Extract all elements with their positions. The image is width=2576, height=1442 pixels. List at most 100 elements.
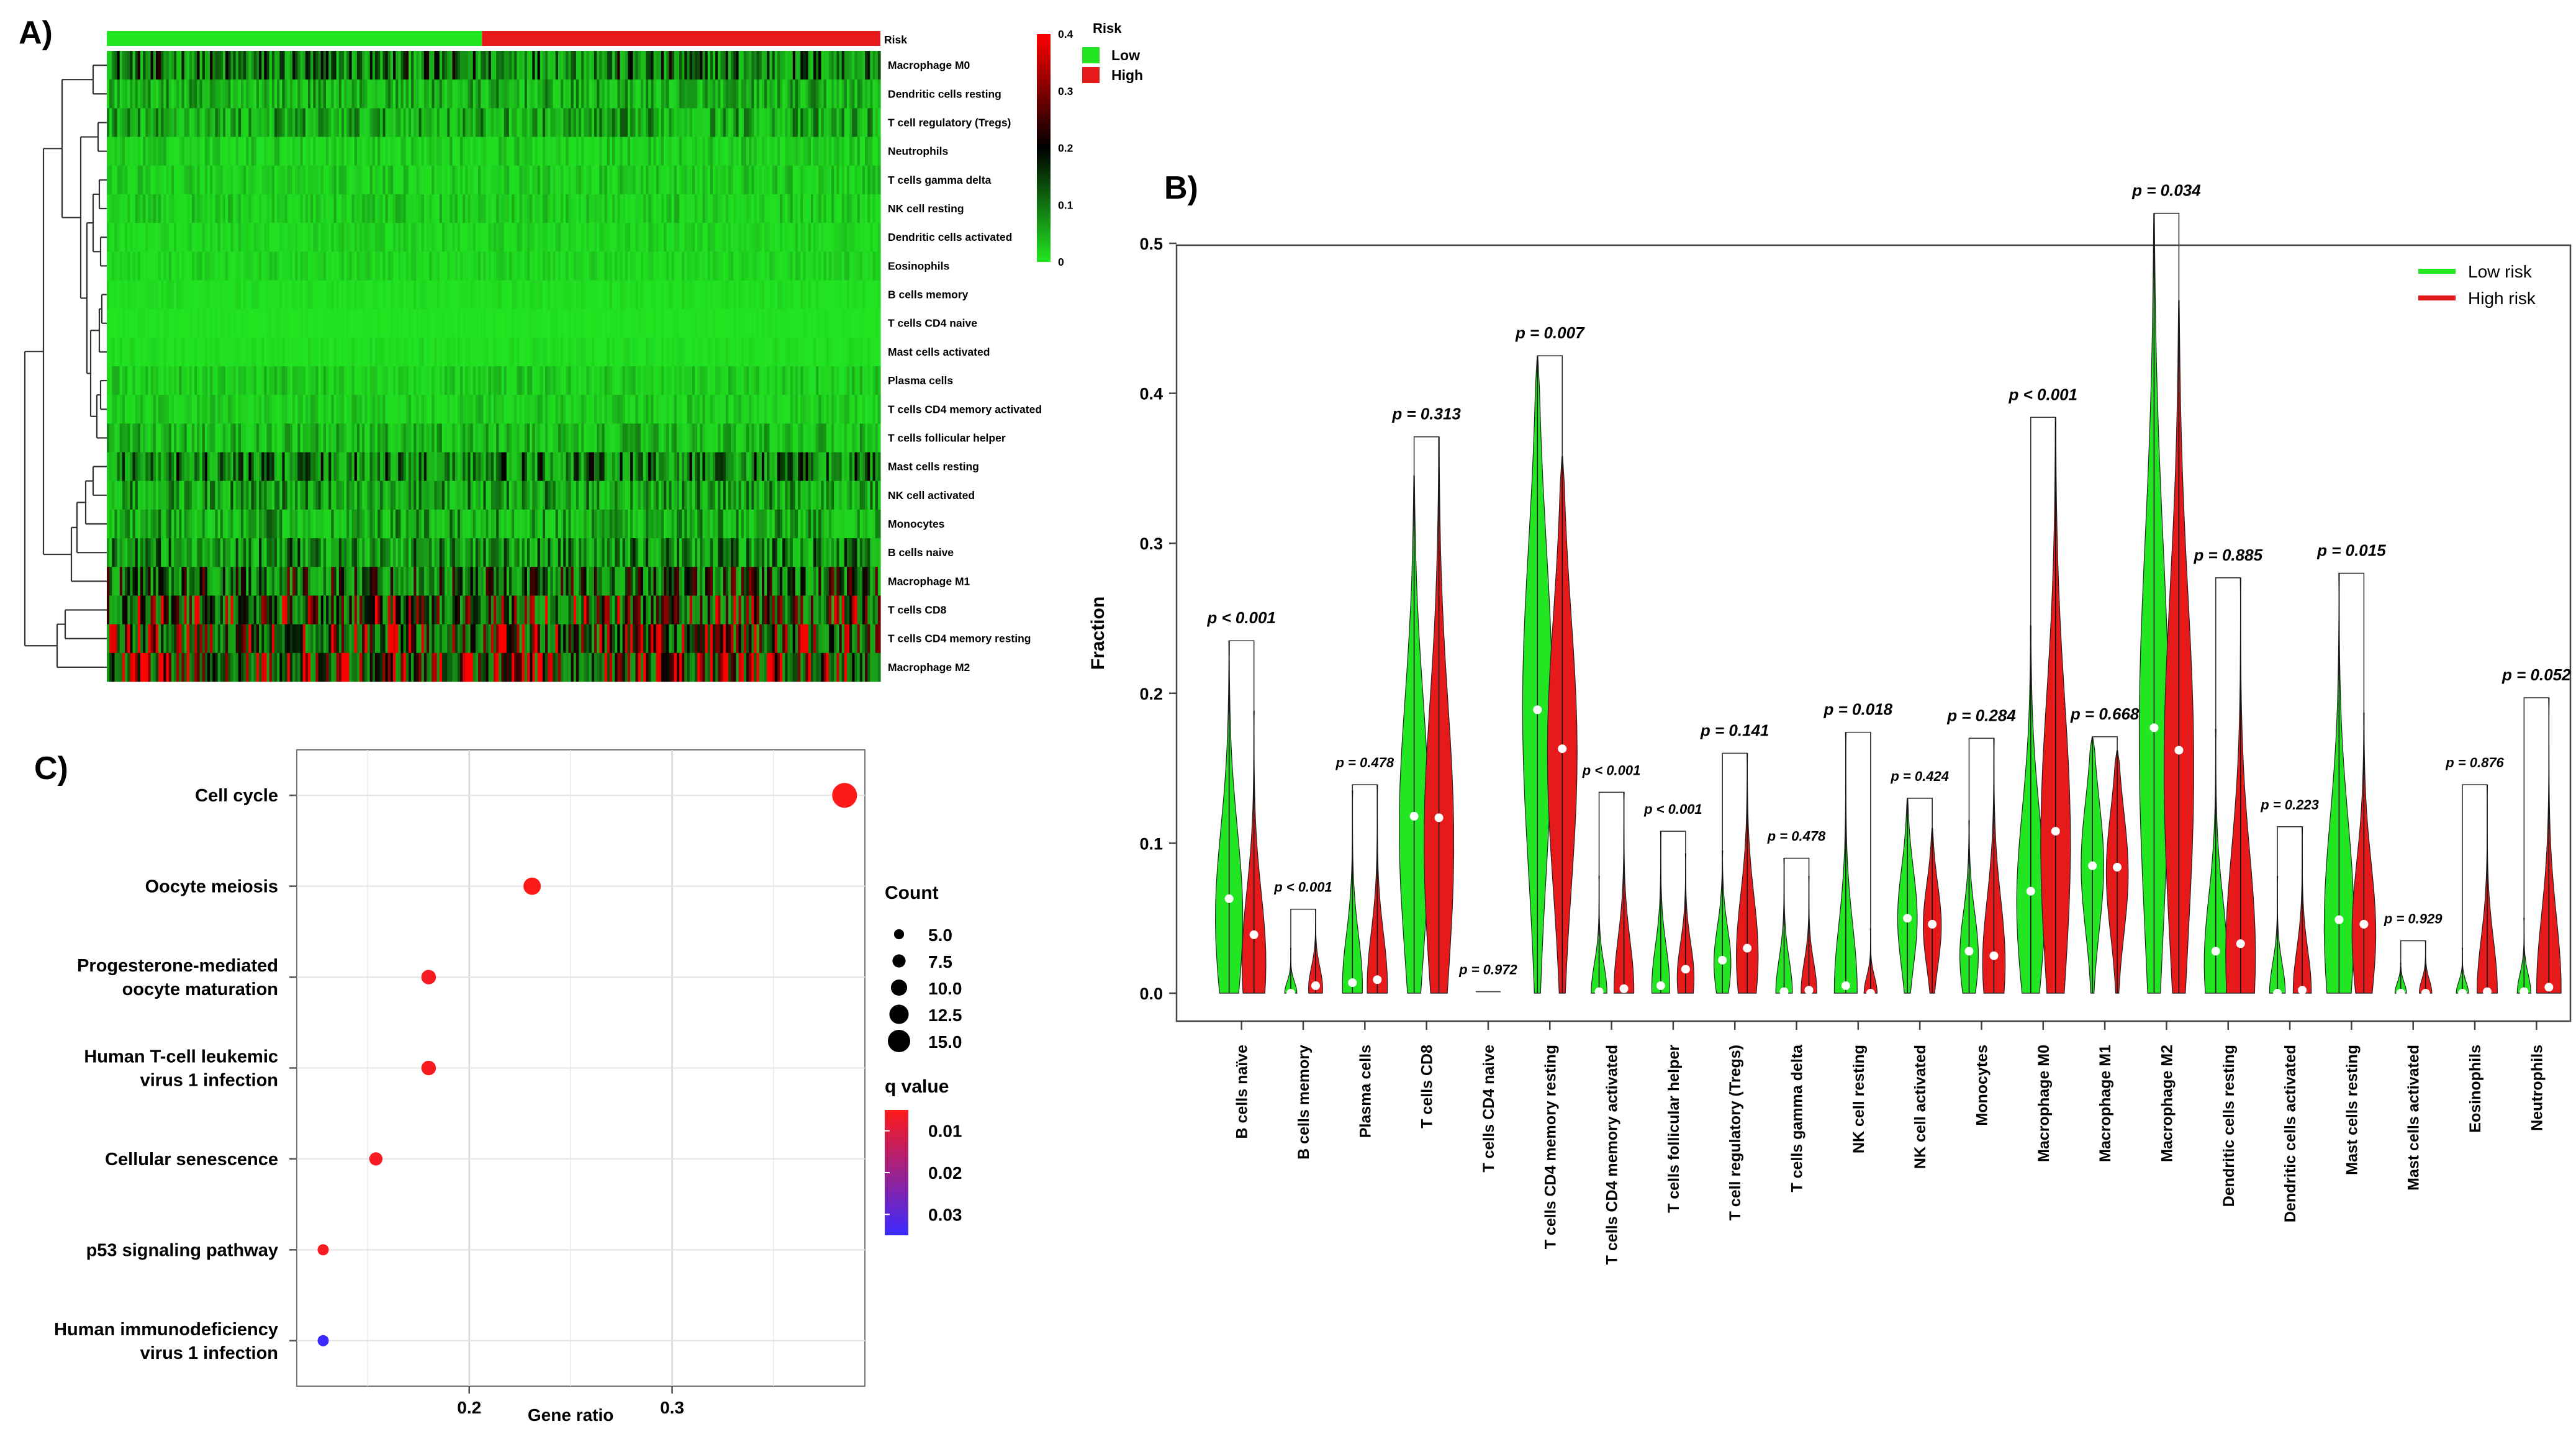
heatmap-cell xyxy=(163,251,167,281)
heatmap-cell xyxy=(609,194,613,223)
heatmap-cell xyxy=(664,79,667,109)
heatmap-cell xyxy=(676,366,680,395)
heatmap-cell xyxy=(816,194,819,223)
heatmap-cell xyxy=(450,194,453,223)
heatmap-cell xyxy=(517,366,520,395)
heatmap-cell xyxy=(243,452,246,482)
heatmap-cell xyxy=(733,423,737,453)
heatmap-cell xyxy=(609,223,613,252)
heatmap-cell xyxy=(119,137,123,166)
heatmap-cell xyxy=(847,165,850,195)
heatmap-cell xyxy=(823,165,827,195)
heatmap-cell xyxy=(483,423,487,453)
heatmap-cell xyxy=(798,366,801,395)
heatmap-cell xyxy=(173,165,177,195)
heatmap-cell xyxy=(173,108,177,137)
heatmap-cell xyxy=(689,395,693,424)
heatmap-cell xyxy=(540,480,543,510)
heatmap-cell xyxy=(741,280,744,310)
heatmap-cell xyxy=(661,366,664,395)
heatmap-cell xyxy=(362,509,365,539)
heatmap-cell xyxy=(351,480,355,510)
heatmap-cell xyxy=(246,251,250,281)
heatmap-cell xyxy=(173,366,177,395)
heatmap-cell xyxy=(790,480,793,510)
heatmap-cell xyxy=(852,251,856,281)
heatmap-cell xyxy=(831,366,834,395)
heatmap-cell xyxy=(302,137,306,166)
heatmap-cell xyxy=(749,395,752,424)
heatmap-cell xyxy=(176,251,179,281)
heatmap-cell xyxy=(380,337,383,367)
heatmap-cell xyxy=(591,194,595,223)
heatmap-cell xyxy=(548,480,551,510)
heatmap-cell xyxy=(328,395,332,424)
heatmap-cell xyxy=(723,309,726,338)
heatmap-cell xyxy=(150,79,154,109)
heatmap-cell xyxy=(769,480,773,510)
heatmap-cell xyxy=(622,309,626,338)
heatmap-cell xyxy=(235,309,239,338)
heatmap-cell xyxy=(418,223,422,252)
heatmap-cell xyxy=(445,309,448,338)
heatmap-cell xyxy=(310,452,314,482)
heatmap-cell xyxy=(130,480,133,510)
heatmap-cell xyxy=(336,395,340,424)
heatmap-cell xyxy=(661,51,664,80)
heatmap-cell xyxy=(233,137,237,166)
heatmap-cell xyxy=(143,137,146,166)
heatmap-cell xyxy=(506,337,510,367)
heatmap-cell xyxy=(759,480,762,510)
heatmap-cell xyxy=(486,395,489,424)
heatmap-cell xyxy=(465,223,469,252)
heatmap-cell xyxy=(622,251,626,281)
heatmap-cell xyxy=(460,395,463,424)
heatmap-cell xyxy=(751,165,755,195)
heatmap-cell xyxy=(432,452,435,482)
heatmap-cell xyxy=(148,223,151,252)
heatmap-cell xyxy=(259,337,262,367)
heatmap-cell xyxy=(143,366,146,395)
heatmap-cell xyxy=(702,223,706,252)
heatmap-cell xyxy=(550,480,554,510)
heatmap-cell xyxy=(472,366,476,395)
heatmap-cell xyxy=(597,165,600,195)
heatmap-cell xyxy=(617,395,621,424)
heatmap-cell xyxy=(439,251,443,281)
heatmap-cell xyxy=(112,423,115,453)
heatmap-cell xyxy=(867,423,870,453)
heatmap-cell xyxy=(604,223,608,252)
heatmap-cell xyxy=(818,108,822,137)
heatmap-cell xyxy=(849,480,852,510)
heatmap-cell xyxy=(137,79,141,109)
heatmap-cell xyxy=(548,165,551,195)
heatmap-cell xyxy=(573,452,577,482)
heatmap-cell xyxy=(576,137,579,166)
heatmap-cell xyxy=(297,251,301,281)
heatmap-cell xyxy=(568,337,572,367)
heatmap-cell xyxy=(494,251,497,281)
heatmap-cell xyxy=(215,509,219,539)
heatmap-cell xyxy=(875,452,879,482)
heatmap-cell xyxy=(741,337,744,367)
heatmap-cell xyxy=(532,423,536,453)
heatmap-cell xyxy=(715,108,718,137)
heatmap-cell xyxy=(212,395,216,424)
heatmap-cell xyxy=(676,223,680,252)
heatmap-cell xyxy=(702,137,706,166)
heatmap-cell xyxy=(307,51,311,80)
heatmap-cell xyxy=(155,280,159,310)
heatmap-cell xyxy=(271,452,275,482)
heatmap-cell xyxy=(323,452,327,482)
heatmap-cell xyxy=(427,79,430,109)
heatmap-cell xyxy=(364,194,368,223)
heatmap-cell xyxy=(792,108,796,137)
heatmap-cell xyxy=(774,51,778,80)
heatmap-cell xyxy=(168,165,172,195)
heatmap-cell xyxy=(754,251,757,281)
heatmap-cell xyxy=(429,251,432,281)
heatmap-cell xyxy=(266,423,270,453)
heatmap-cell xyxy=(302,337,306,367)
heatmap-cell xyxy=(204,366,208,395)
heatmap-cell xyxy=(718,137,721,166)
